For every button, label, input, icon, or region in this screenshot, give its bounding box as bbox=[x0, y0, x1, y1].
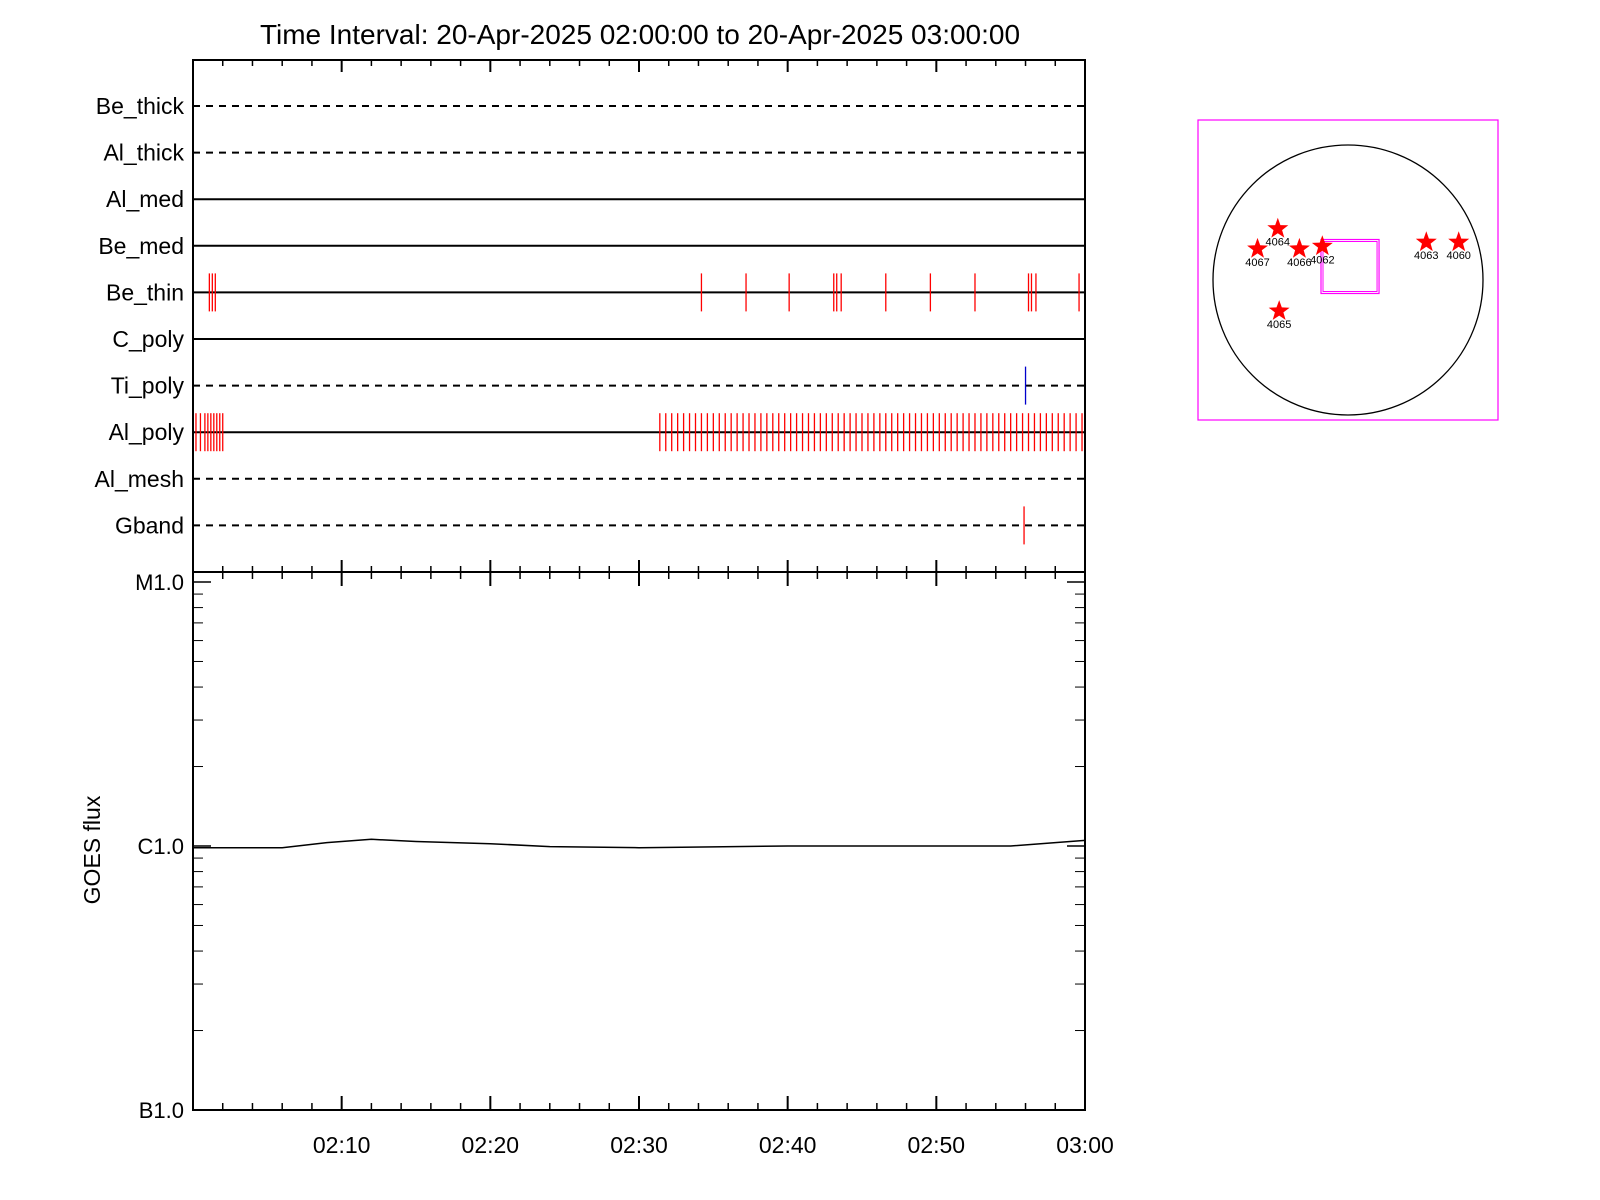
locator-frame bbox=[1197, 119, 1499, 421]
field-of-view-box-inner bbox=[1322, 241, 1378, 292]
timeline-frame bbox=[192, 59, 1086, 573]
goes-xtick-label: 02:50 bbox=[908, 1132, 966, 1158]
active-region-label: 4065 bbox=[1267, 319, 1291, 331]
active-region-label: 4064 bbox=[1266, 237, 1290, 249]
channel-label: Be_thin bbox=[106, 279, 184, 305]
goes-ytick-label: B1.0 bbox=[139, 1098, 184, 1123]
goes-xtick-label: 02:10 bbox=[313, 1132, 371, 1158]
active-region-label: 4067 bbox=[1245, 257, 1269, 269]
channel-label: Al_mesh bbox=[95, 466, 184, 492]
active-region-star bbox=[1268, 300, 1290, 320]
goes-ytick-label: C1.0 bbox=[138, 834, 184, 859]
goes-ytick-label: M1.0 bbox=[135, 570, 184, 595]
chart-title: Time Interval: 20-Apr-2025 02:00:00 to 2… bbox=[260, 19, 1020, 50]
channel-label: Be_thick bbox=[96, 93, 185, 119]
active-region-star bbox=[1267, 217, 1289, 238]
goes-xtick-label: 03:00 bbox=[1056, 1132, 1114, 1158]
channel-label: Ti_poly bbox=[111, 373, 185, 399]
goes-flux-curve bbox=[193, 838, 1086, 849]
active-region-star bbox=[1448, 231, 1470, 252]
channel-label: Al_poly bbox=[109, 419, 185, 445]
goes-xtick-label: 02:20 bbox=[462, 1132, 520, 1158]
goes-xtick-label: 02:40 bbox=[759, 1132, 817, 1158]
solar-disk bbox=[1212, 144, 1484, 416]
channel-label: Al_med bbox=[106, 186, 184, 212]
active-region-star bbox=[1311, 235, 1333, 256]
channel-label: Be_med bbox=[98, 233, 184, 259]
active-region-label: 4066 bbox=[1287, 257, 1311, 269]
active-region-star bbox=[1415, 231, 1437, 252]
active-region-star bbox=[1288, 237, 1310, 258]
channel-label: Gband bbox=[115, 512, 184, 538]
active-region-label: 4062 bbox=[1310, 254, 1334, 266]
active-region-label: 4060 bbox=[1446, 250, 1470, 262]
active-region-star bbox=[1247, 237, 1268, 258]
timeline-panel: Be_thick Al_thick Al_med Be_med Be_thin C_pol… bbox=[95, 59, 1086, 573]
channel-label: Al_thick bbox=[103, 140, 184, 166]
goes-xtick-label: 02:30 bbox=[610, 1132, 668, 1158]
goes-frame bbox=[192, 571, 1086, 1111]
channel-label: C_poly bbox=[112, 326, 184, 352]
active-region-label: 4063 bbox=[1414, 250, 1438, 262]
goes-flux-panel: GOES flux M1.0 C1.0 B1.0 02:10 02:20 02:30 02:… bbox=[79, 570, 1114, 1158]
field-of-view-box bbox=[1320, 238, 1380, 295]
goes-y-axis-label: GOES flux bbox=[79, 795, 105, 904]
